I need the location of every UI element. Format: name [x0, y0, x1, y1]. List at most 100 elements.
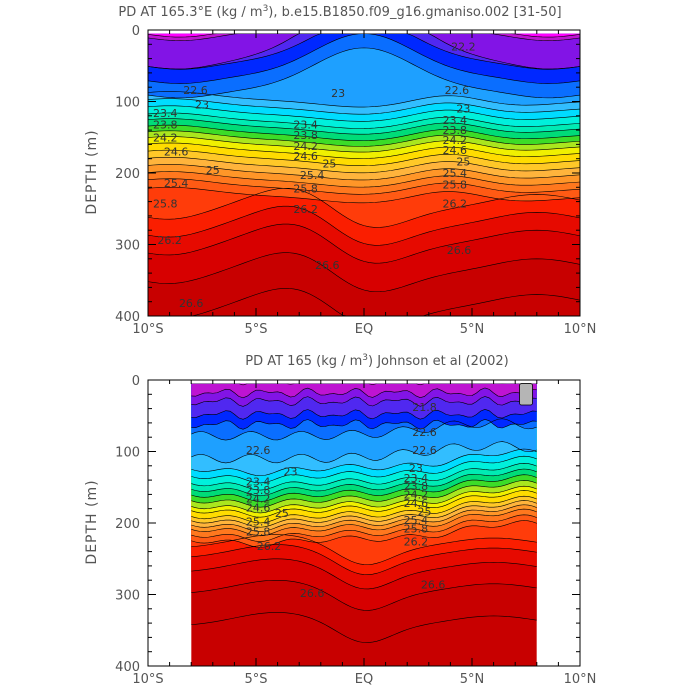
y-tick-label: 300: [115, 589, 140, 604]
top-contour-labels: 22.62323.423.824.224.62525.425.826.226.6…: [153, 40, 476, 310]
bottom-contour-field: [191, 383, 537, 666]
contour-line: [148, 252, 580, 293]
contour-label: 24.2: [404, 488, 429, 501]
contour-label: 22.2: [451, 40, 476, 53]
contour-label: 23: [195, 98, 209, 111]
y-tick-label: 100: [115, 96, 140, 111]
contour-label: 25.4: [164, 177, 189, 190]
contour-line: [191, 520, 537, 548]
contour-label: 23: [284, 466, 298, 479]
x-tick-label: EQ: [355, 322, 373, 337]
x-tick-label: 10°N: [564, 322, 597, 337]
contour-label: 23: [456, 103, 470, 116]
contour-label: 25.4: [404, 514, 429, 527]
contour-label: 26.2: [157, 234, 182, 247]
contour-line: [148, 178, 580, 195]
bottom-panel-title: PD AT 165 (kg / m3) Johnson et al (2002): [245, 353, 509, 369]
contour-label: 25: [417, 506, 431, 519]
contour-label: 24.6: [246, 501, 271, 514]
contour-label: 24.2: [442, 134, 467, 147]
contour-label: 23.4: [293, 118, 318, 131]
contour-label: 25.4: [300, 169, 325, 182]
top-contour-field: [148, 33, 580, 316]
contour-line: [191, 409, 537, 420]
contour-line: [191, 441, 537, 464]
contour-line: [191, 455, 537, 484]
contour-label: 23.8: [404, 480, 429, 493]
contour-label: 24.6: [442, 144, 467, 157]
contour-line: [148, 105, 580, 122]
contour-label: 25.8: [153, 198, 178, 211]
contour-line: [191, 474, 537, 502]
y-tick-label: 300: [115, 239, 140, 254]
contour-label: 23.4: [153, 107, 178, 120]
contour-label: 25.8: [293, 183, 318, 196]
contour-label: 24.2: [153, 131, 178, 144]
contour-line: [148, 186, 580, 204]
contour-label: 26.6: [315, 259, 340, 272]
contour-line: [148, 98, 580, 115]
contour-label: 23.4: [442, 114, 467, 127]
contour-label: 24.2: [293, 140, 318, 153]
contour-line: [191, 612, 537, 643]
contour-line: [191, 468, 537, 497]
contour-line: [191, 558, 537, 590]
top-axis-ticks: 10°S 5°S EQ 5°N 10°N 0 100 200 300 400: [115, 24, 596, 337]
contour-line: [191, 579, 537, 611]
contour-label: 21.8: [412, 401, 437, 414]
contour-line: [148, 33, 580, 70]
y-tick-label: 400: [115, 660, 140, 675]
contour-line: [191, 396, 537, 407]
bottom-missing-data-patch: [519, 383, 533, 406]
top-panel-title: PD AT 165.3°E (kg / m3), b.e15.B1850.f09…: [118, 4, 561, 20]
contour-line: [148, 47, 580, 99]
y-tick-label: 0: [132, 374, 140, 389]
x-tick-label: 5°S: [244, 322, 267, 337]
contour-label: 26.2: [293, 203, 318, 216]
contour-label: 26.6: [300, 587, 325, 600]
density-band: [148, 33, 580, 69]
contour-label: 25: [456, 156, 470, 169]
contour-line: [148, 33, 580, 41]
contour-line: [148, 205, 580, 246]
contour-line: [148, 112, 580, 129]
contour-line: [191, 534, 537, 565]
contour-label: 23.4: [404, 472, 429, 485]
contour-label: 24.6: [164, 146, 189, 159]
y-tick-label: 200: [115, 517, 140, 532]
contour-line: [148, 33, 580, 84]
contour-label: 25.8: [442, 178, 467, 191]
contour-line: [191, 418, 537, 441]
y-tick-label: 100: [115, 446, 140, 461]
contour-label: 23.8: [246, 484, 271, 497]
contour-line: [191, 490, 537, 518]
x-tick-label: EQ: [355, 672, 373, 687]
contour-line: [191, 514, 537, 542]
contour-label: 22.6: [412, 426, 437, 439]
contour-label: 26.2: [404, 536, 429, 549]
contour-label: 26.2: [257, 540, 282, 553]
contour-label: 25.8: [246, 526, 271, 539]
contour-label: 25.4: [246, 516, 271, 529]
contour-line: [191, 500, 537, 528]
contour-line: [191, 485, 537, 514]
y-tick-label: 0: [132, 24, 140, 39]
contour-line: [148, 130, 580, 147]
contour-label: 26.2: [442, 198, 467, 211]
contour-line: [148, 171, 580, 188]
contour-label: 24.6: [293, 150, 318, 163]
contour-line: [191, 419, 537, 430]
contour-line: [191, 448, 537, 477]
top-panel: PD AT 165.3°E (kg / m3), b.e15.B1850.f09…: [84, 4, 596, 337]
contour-line: [148, 124, 580, 141]
contour-line: [191, 387, 537, 399]
contour-line: [148, 156, 580, 174]
contour-line: [148, 149, 580, 166]
bottom-panel: PD AT 165 (kg / m3) Johnson et al (2002)…: [84, 353, 596, 687]
contour-line: [148, 33, 580, 70]
contour-line: [191, 504, 537, 532]
contour-label: 26.6: [447, 244, 472, 257]
contour-line: [148, 118, 580, 135]
